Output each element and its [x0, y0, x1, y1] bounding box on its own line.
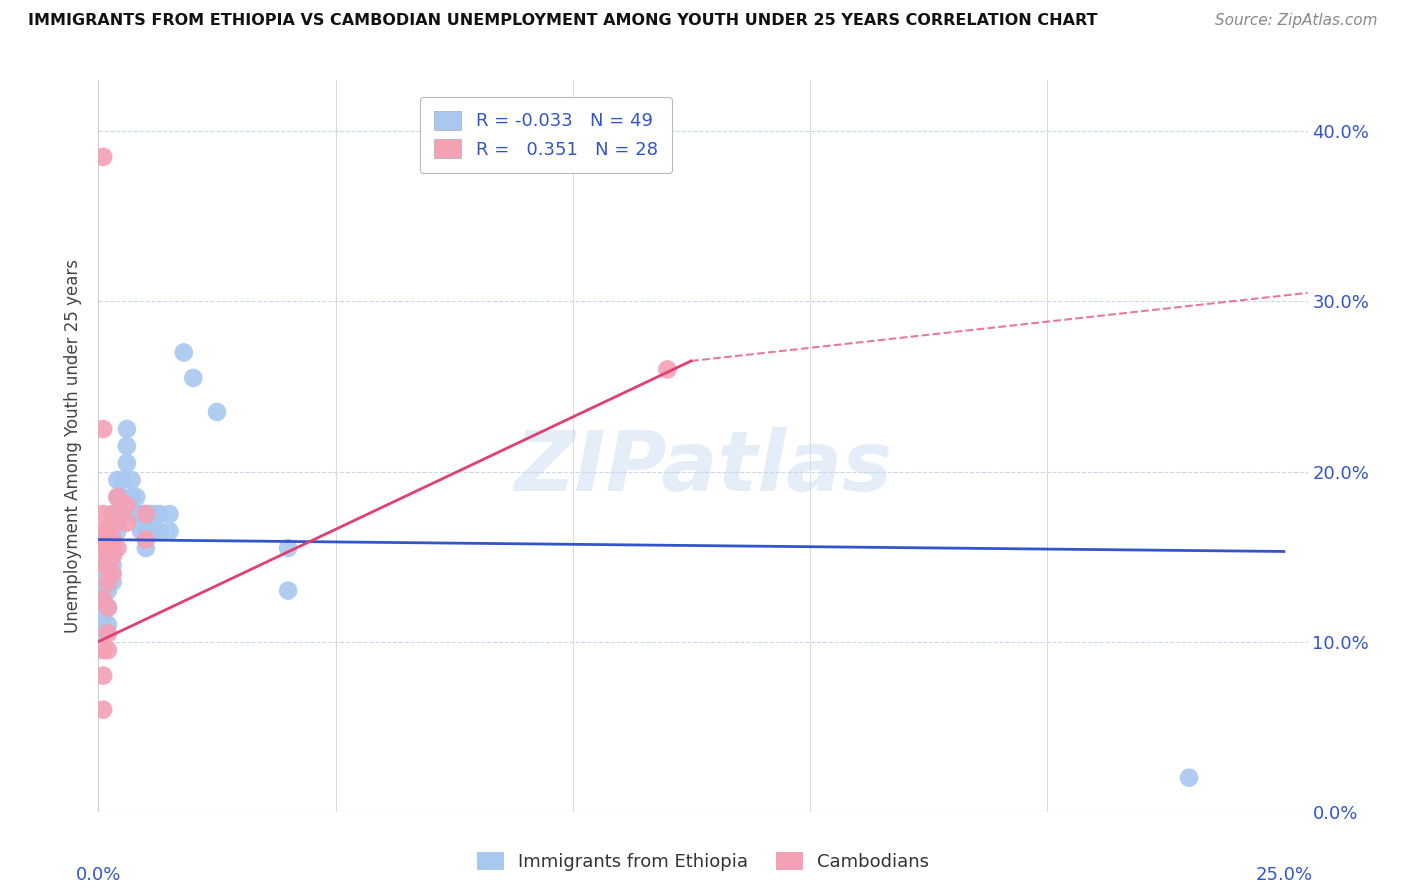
Point [97, 549, 120, 564]
Point [111, 490, 134, 504]
Point [97, 524, 120, 538]
Point [135, 533, 157, 547]
Point [129, 524, 152, 538]
Point [97, 617, 120, 632]
Point [91, 643, 114, 657]
Point [121, 473, 143, 487]
Point [97, 643, 120, 657]
Point [105, 516, 128, 530]
Point [149, 507, 172, 521]
Point [129, 507, 152, 521]
Point [277, 583, 299, 598]
Point [115, 439, 138, 453]
Point [135, 524, 157, 538]
Point [91, 507, 114, 521]
Point [139, 524, 162, 538]
Text: ZIPatlas: ZIPatlas [515, 427, 891, 508]
Point [97, 600, 120, 615]
Point [97, 575, 120, 590]
Point [91, 575, 114, 590]
Point [101, 533, 124, 547]
Point [143, 524, 166, 538]
Point [91, 558, 114, 572]
Point [111, 507, 134, 521]
Point [115, 422, 138, 436]
Point [181, 371, 204, 385]
Point [115, 499, 138, 513]
Point [105, 490, 128, 504]
Point [105, 541, 128, 555]
Point [657, 362, 679, 376]
Point [91, 668, 114, 682]
Point [91, 609, 114, 624]
Point [105, 490, 128, 504]
Point [173, 345, 195, 359]
Point [143, 507, 166, 521]
Point [115, 516, 138, 530]
Point [135, 541, 157, 555]
Point [91, 592, 114, 607]
Text: 0.0%: 0.0% [76, 866, 121, 884]
Point [135, 507, 157, 521]
Point [105, 473, 128, 487]
Text: IMMIGRANTS FROM ETHIOPIA VS CAMBODIAN UNEMPLOYMENT AMONG YOUTH UNDER 25 YEARS CO: IMMIGRANTS FROM ETHIOPIA VS CAMBODIAN UN… [28, 13, 1098, 29]
Point [139, 507, 162, 521]
Point [101, 507, 124, 521]
Point [205, 405, 228, 419]
Point [91, 541, 114, 555]
Point [135, 507, 157, 521]
Point [97, 583, 120, 598]
Text: Source: ZipAtlas.com: Source: ZipAtlas.com [1215, 13, 1378, 29]
Point [91, 703, 114, 717]
Point [97, 626, 120, 640]
Point [101, 549, 124, 564]
Point [97, 600, 120, 615]
Point [97, 541, 120, 555]
Point [1178, 771, 1201, 785]
Point [91, 541, 114, 555]
Text: 25.0%: 25.0% [1256, 866, 1312, 884]
Point [121, 490, 143, 504]
Point [101, 566, 124, 581]
Point [101, 575, 124, 590]
Point [91, 626, 114, 640]
Point [105, 507, 128, 521]
Point [91, 592, 114, 607]
Point [125, 490, 148, 504]
Point [105, 524, 128, 538]
Point [91, 524, 114, 538]
Legend: R = -0.033   N = 49, R =   0.351   N = 28: R = -0.033 N = 49, R = 0.351 N = 28 [419, 96, 672, 173]
Point [97, 566, 120, 581]
Point [277, 541, 299, 555]
Point [159, 507, 181, 521]
Point [149, 524, 172, 538]
Point [125, 507, 148, 521]
Point [101, 558, 124, 572]
Point [159, 524, 181, 538]
Point [111, 473, 134, 487]
Point [91, 150, 114, 164]
Point [91, 422, 114, 436]
Point [101, 541, 124, 555]
Point [101, 524, 124, 538]
Point [97, 533, 120, 547]
Point [101, 507, 124, 521]
Legend: Immigrants from Ethiopia, Cambodians: Immigrants from Ethiopia, Cambodians [470, 845, 936, 879]
Point [115, 456, 138, 470]
Y-axis label: Unemployment Among Youth under 25 years: Unemployment Among Youth under 25 years [65, 259, 83, 633]
Point [91, 558, 114, 572]
